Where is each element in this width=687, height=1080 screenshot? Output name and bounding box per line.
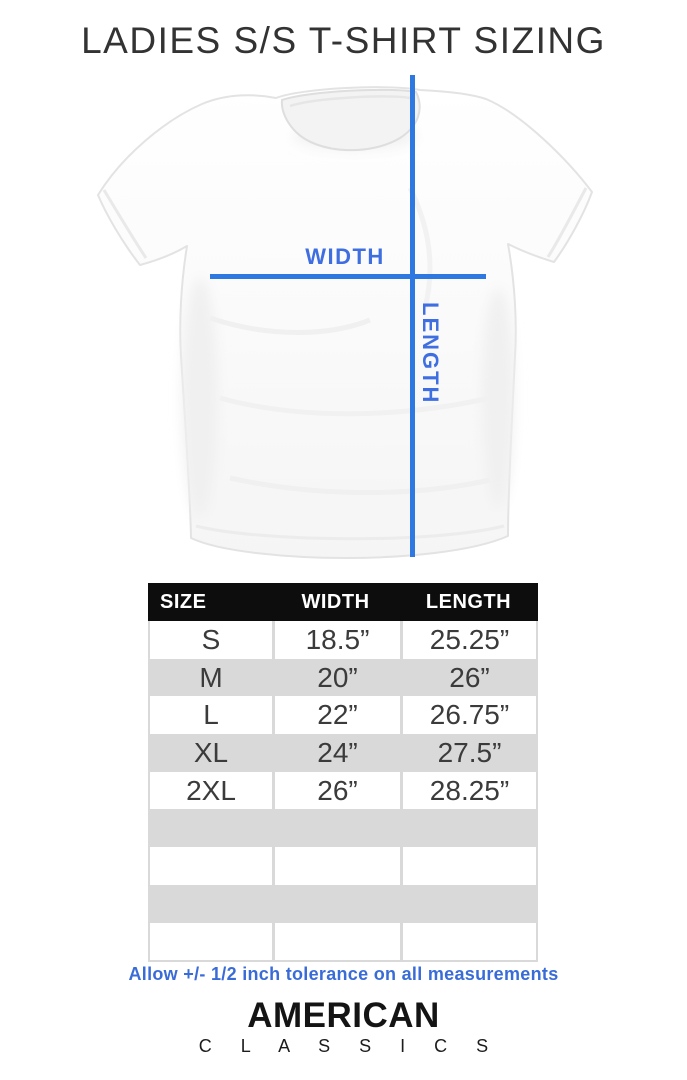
- tshirt-diagram: [70, 68, 620, 573]
- table-row: XL 24” 27.5”: [150, 734, 536, 772]
- width-label: WIDTH: [305, 244, 385, 269]
- length-label: LENGTH: [418, 302, 443, 405]
- brand-logo: AMERICAN C L A S S I C S: [0, 998, 687, 1057]
- cell-size: L: [150, 696, 272, 735]
- table-row-empty: [150, 809, 536, 847]
- length-measure-line: [410, 75, 415, 557]
- table-header-row: SIZE WIDTH LENGTH: [148, 583, 538, 621]
- size-table: SIZE WIDTH LENGTH S 18.5” 25.25” M 20” 2…: [148, 583, 538, 963]
- table-row: L 22” 26.75”: [150, 696, 536, 735]
- tolerance-note: Allow +/- 1/2 inch tolerance on all meas…: [128, 964, 559, 984]
- column-header-width: WIDTH: [301, 590, 370, 613]
- cell-size: 2XL: [150, 771, 272, 810]
- column-header-size: SIZE: [160, 590, 207, 613]
- table-row-empty: [150, 922, 536, 961]
- cell-length: 28.25”: [403, 771, 536, 810]
- width-measure-line: [210, 274, 486, 279]
- cell-length: 27.5”: [437, 736, 502, 768]
- cell-width: 20”: [317, 661, 358, 693]
- table-row-empty: [150, 885, 536, 923]
- cell-length: 26.75”: [403, 696, 536, 735]
- table-row: 2XL 26” 28.25”: [150, 771, 536, 810]
- cell-size: S: [150, 621, 272, 659]
- brand-name-primary: AMERICAN: [247, 996, 440, 1035]
- tshirt-image: [97, 86, 593, 559]
- page-title: LADIES S/S T-SHIRT SIZING: [81, 20, 606, 61]
- column-header-length: LENGTH: [425, 590, 512, 613]
- cell-width: 26”: [275, 771, 400, 810]
- brand-name-secondary: C L A S S I C S: [198, 1036, 501, 1056]
- cell-length: 25.25”: [403, 621, 536, 659]
- cell-size: M: [199, 661, 223, 693]
- cell-width: 22”: [275, 696, 400, 735]
- cell-size: XL: [193, 736, 229, 768]
- table-row-empty: [150, 847, 536, 885]
- cell-length: 26”: [449, 661, 490, 693]
- table-row: S 18.5” 25.25”: [150, 621, 536, 659]
- table-row: M 20” 26”: [150, 659, 536, 697]
- cell-width: 18.5”: [275, 621, 400, 659]
- cell-width: 24”: [317, 736, 358, 768]
- table-body: S 18.5” 25.25” M 20” 26” L 22” 26.75” XL…: [148, 621, 538, 962]
